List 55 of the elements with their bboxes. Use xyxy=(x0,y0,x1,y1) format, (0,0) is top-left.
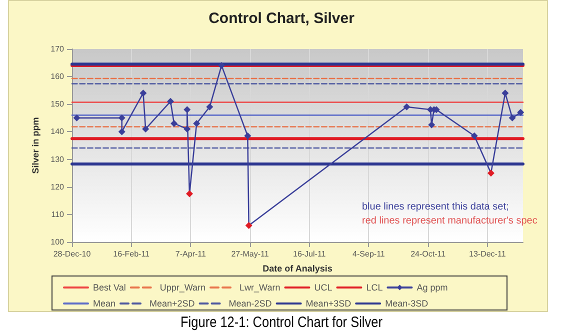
point xyxy=(517,108,524,116)
y-tick-label: 110 xyxy=(51,210,65,219)
point xyxy=(140,90,147,97)
chart-title: Control Chart, Silver xyxy=(208,10,355,27)
point xyxy=(502,90,509,97)
point xyxy=(193,120,200,127)
point xyxy=(508,114,516,122)
x-tick-label: 16-Feb-11 xyxy=(113,250,150,258)
point xyxy=(244,132,252,140)
point xyxy=(184,106,191,114)
x-tick-label: 13-Dec-11 xyxy=(469,250,506,258)
point xyxy=(487,170,494,177)
caption: Figure 12-1: Control Chart for Silver xyxy=(180,314,384,331)
point xyxy=(470,132,478,140)
point xyxy=(428,121,436,128)
point xyxy=(218,62,226,70)
point xyxy=(73,114,80,122)
legend-label: LCL xyxy=(366,282,383,292)
point xyxy=(170,120,178,127)
x-tick-label: 27-May-11 xyxy=(231,250,270,258)
point xyxy=(142,125,150,132)
x-tick-label: 16-Jul-11 xyxy=(292,250,326,258)
legend-label: Mean-2SD xyxy=(228,298,272,308)
legend-label: Uppr_Warn xyxy=(160,282,206,292)
legend-label: Mean+2SD xyxy=(150,298,196,308)
x-tick-label: 7-Apr-11 xyxy=(175,250,206,258)
x-axis-title: Date of Analysis xyxy=(262,264,332,274)
y-tick-label: 100 xyxy=(50,238,65,246)
legend-label: Mean+3SD xyxy=(306,298,352,308)
point xyxy=(118,128,126,136)
x-tick-label: 28-Dec-10 xyxy=(53,250,92,258)
point xyxy=(184,125,191,132)
point xyxy=(206,103,214,110)
y-tick-label: 140 xyxy=(50,127,65,136)
x-tick-label: 4-Sep-11 xyxy=(352,250,386,258)
point xyxy=(245,222,252,229)
legend-label: Lwr_Warn xyxy=(240,282,280,292)
point xyxy=(403,103,410,110)
legend-label: Mean xyxy=(93,298,116,308)
y-tick-label: 120 xyxy=(50,182,65,192)
y-tick-label: 150 xyxy=(50,100,65,109)
legend-label: Ag ppm xyxy=(416,282,448,292)
y-tick-label: 130 xyxy=(50,154,65,164)
annotation: blue lines represent this data set; xyxy=(362,202,509,212)
legend-label: UCL xyxy=(314,282,332,292)
point xyxy=(167,98,174,105)
point xyxy=(118,114,126,122)
x-tick-label: 24-Oct-11 xyxy=(410,250,446,258)
legend-label: Best Val xyxy=(93,282,126,292)
y-tick-label: 160 xyxy=(50,72,65,82)
legend-label: Mean-3SD xyxy=(385,298,429,308)
point xyxy=(186,190,193,198)
y-tick-label: 170 xyxy=(50,44,65,54)
annotation: red lines represent manufacturer's spec xyxy=(362,216,538,226)
y-axis-title: Silver in ppm xyxy=(30,117,40,174)
